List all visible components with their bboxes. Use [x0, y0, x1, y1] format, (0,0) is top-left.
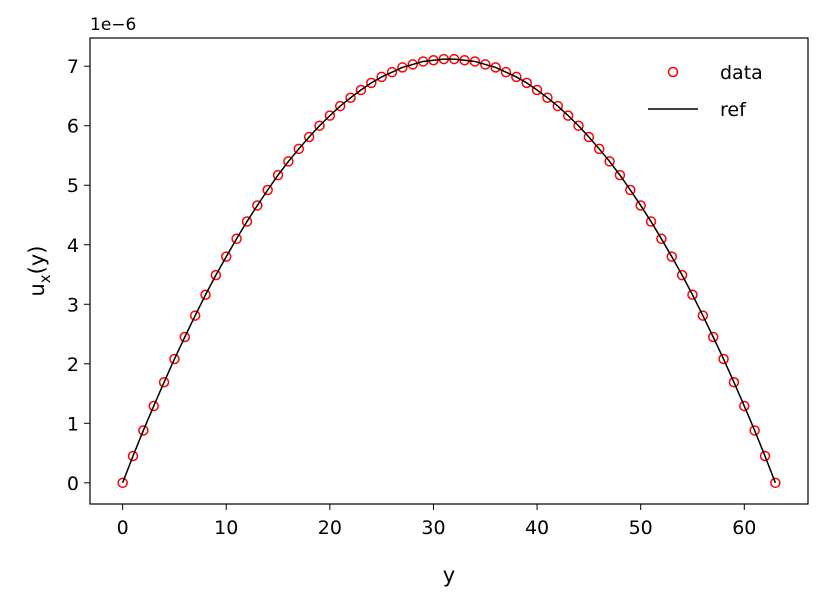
data-point [604, 156, 615, 167]
data-point [573, 120, 584, 131]
data-point [355, 84, 367, 96]
plot-frame [89, 37, 809, 505]
legend-label: data [720, 62, 763, 84]
y-label-base: u [25, 283, 49, 296]
data-point [158, 376, 170, 388]
x-axis-label: y [443, 563, 455, 587]
data-point [500, 66, 512, 78]
data-point [252, 200, 263, 211]
data-point [397, 62, 408, 73]
data-point [635, 200, 646, 211]
x-tick-label: 30 [421, 517, 445, 539]
data-point [542, 92, 553, 104]
data-point [386, 66, 398, 78]
data-point [241, 216, 253, 227]
y-axis-label: ux(y) [25, 245, 54, 296]
data-point [138, 425, 149, 436]
y-tick-label: 5 [67, 175, 79, 197]
data-point [210, 269, 222, 281]
data-point [334, 100, 346, 112]
data-point [625, 184, 636, 196]
data-point [749, 425, 760, 436]
x-tick-label: 50 [629, 517, 653, 539]
data-point [707, 331, 719, 343]
data-point [511, 71, 522, 83]
x-tick-label: 10 [214, 517, 238, 539]
legend-label: ref [720, 99, 747, 121]
data-point [127, 450, 139, 462]
y-label-tail: (y) [25, 245, 49, 274]
data-point [293, 143, 305, 155]
data-point [562, 110, 574, 121]
data-point [117, 477, 128, 489]
data-point [614, 169, 626, 181]
data-point [480, 59, 491, 70]
data-point [728, 376, 740, 388]
data-point [303, 131, 315, 143]
data-point [697, 310, 709, 321]
x-tick-label: 40 [525, 517, 549, 539]
offset-label: 1e−6 [90, 15, 136, 35]
y-tick-label: 6 [67, 116, 79, 138]
y-tick-label: 3 [67, 294, 79, 316]
data-point [169, 353, 180, 365]
y-tick-label: 2 [67, 354, 79, 376]
data-point [179, 331, 191, 343]
data-point [345, 92, 356, 104]
data-point [366, 77, 377, 89]
data-point [656, 233, 667, 245]
data-point [314, 120, 325, 131]
data-point [521, 77, 532, 89]
data-point [770, 477, 781, 489]
legend-marker [667, 66, 679, 78]
data-point [148, 400, 159, 412]
data-point [531, 84, 543, 96]
y-tick-label: 4 [67, 235, 79, 257]
x-tick-label: 60 [732, 517, 756, 539]
data-point [220, 251, 232, 262]
x-tick-label: 0 [117, 517, 129, 539]
data-point [200, 289, 211, 300]
x-tick-label: 20 [318, 517, 342, 539]
data-point [739, 400, 750, 412]
data-point [272, 169, 284, 181]
data-point [283, 156, 294, 167]
data-point [324, 110, 336, 121]
y-tick-label: 7 [67, 56, 79, 78]
data-point [189, 310, 201, 321]
data-point [407, 59, 418, 70]
data-point [376, 71, 387, 83]
data-point [676, 269, 688, 281]
data-point [687, 289, 698, 300]
data-point [593, 143, 605, 155]
data-point [666, 251, 678, 262]
y-label-sub: x [36, 274, 54, 283]
data-point [552, 100, 564, 112]
data-point [231, 233, 242, 245]
data-point [645, 216, 657, 227]
data-point [718, 353, 729, 365]
y-tick-label: 0 [67, 473, 79, 495]
data-point [490, 62, 501, 73]
data-point [583, 131, 595, 143]
ref-line [121, 58, 777, 484]
data-point [262, 184, 273, 196]
data-point [759, 450, 771, 462]
y-tick-label: 1 [67, 413, 79, 435]
